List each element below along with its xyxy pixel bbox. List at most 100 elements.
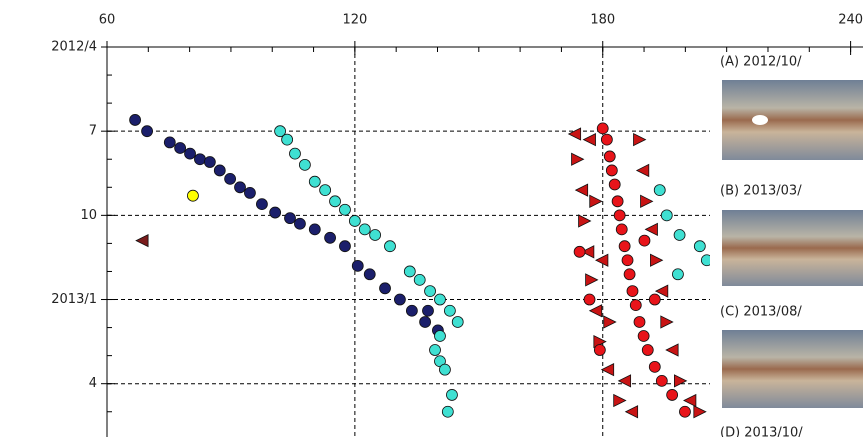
point [596,122,609,135]
point [613,393,627,408]
y-tick-label: 4 [89,376,97,391]
point [187,189,199,202]
point [224,172,237,185]
point [603,150,616,163]
point [184,147,196,160]
point [626,285,639,298]
point [673,229,686,241]
point [358,223,371,236]
point [339,203,351,216]
y-tick-label: 2012/4 [51,40,97,55]
point [339,240,351,253]
point [611,195,624,208]
point [665,343,679,357]
point [679,405,691,418]
point [363,268,376,281]
point [213,164,226,177]
point [629,299,642,312]
point [384,240,396,253]
point [583,293,596,306]
point [567,127,582,141]
point [451,316,464,328]
point [615,223,628,236]
point [674,374,688,388]
point [573,245,586,258]
point [618,240,631,253]
x-tick-label: 120 [342,13,367,28]
point [443,304,456,317]
point [574,183,589,197]
point [319,184,332,196]
point [648,360,661,373]
point [294,217,306,230]
point [595,253,609,267]
point [203,156,216,168]
white-spot [752,115,768,125]
point [635,163,650,178]
point [369,229,382,241]
point [571,152,585,166]
point [660,209,673,222]
point [608,178,621,191]
point [624,405,639,419]
point [308,223,321,236]
point [653,184,666,196]
jupiter-image [722,80,863,160]
point [135,233,149,248]
point [672,268,684,281]
point [163,136,176,149]
y-tick-label: 2013/1 [51,292,97,307]
point [298,158,311,171]
x-tick-label: 60 [99,13,116,28]
point [422,304,434,317]
image-panels: (A) 2012/10/ (B) 2013/03/ (C) 2013/08/ (… [712,44,863,437]
point [413,273,426,286]
point [644,222,658,237]
jupiter-image [722,210,863,286]
point [439,363,451,376]
point [654,284,669,298]
point [351,259,364,272]
point [393,293,406,306]
point [446,389,458,401]
point [637,330,650,342]
y-tick-label: 7 [89,124,97,139]
point [600,133,613,146]
point [434,293,446,306]
point [274,125,286,138]
point [424,285,436,298]
point [693,240,706,253]
axes: 60 120 180 240 2012/4 7 10 2013/1 4 [51,13,863,437]
point [700,254,710,267]
panel-label: (A) 2012/10/ [720,55,802,70]
point [617,374,632,388]
point [324,231,336,244]
y-tick-label: 10 [80,208,97,223]
point [582,132,596,147]
point [308,175,321,188]
point [580,245,595,259]
point [655,374,668,387]
point [693,405,707,419]
point [613,209,626,222]
point [403,265,416,278]
point [419,316,431,328]
point [244,186,256,199]
point [269,206,282,219]
point [588,304,603,318]
point [589,194,603,208]
point [650,253,664,267]
point [434,330,446,342]
point [379,282,391,295]
point [578,214,592,228]
point [348,215,361,227]
point [281,133,294,146]
point [605,164,618,177]
point [600,363,615,377]
point [603,315,617,329]
panel-label: (D) 2013/10/ [720,426,803,437]
point [174,142,187,154]
point [429,344,441,356]
point [683,393,697,408]
